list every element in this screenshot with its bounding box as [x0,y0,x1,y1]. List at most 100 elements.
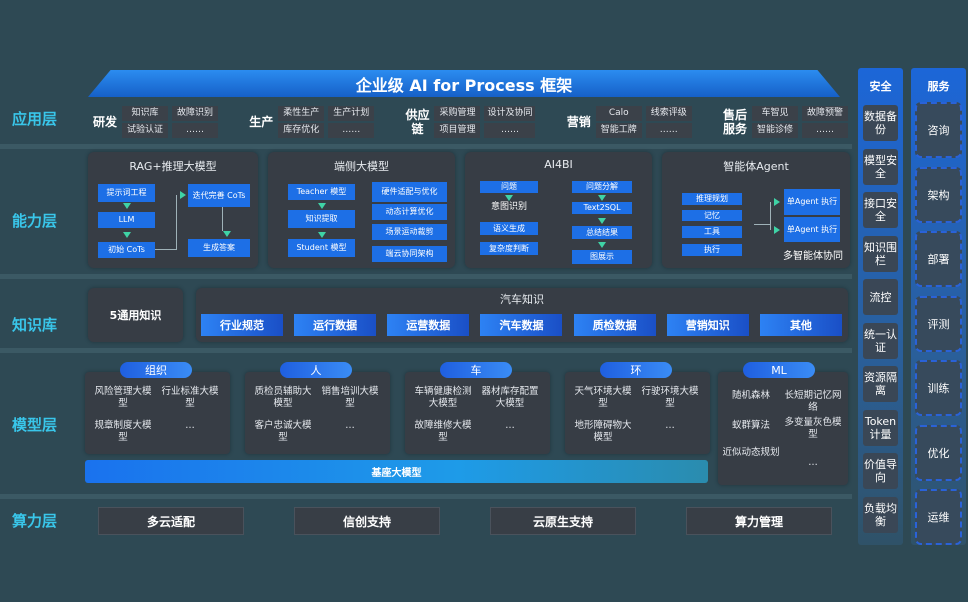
model-item: 车辆健康检测大模型 [414,386,472,409]
capability-step: 执行 [682,244,742,256]
app-item[interactable]: 库存优化 [278,123,325,138]
compute-item[interactable]: 多云适配 [98,507,244,535]
app-item[interactable]: 知识库 [122,106,168,121]
security-item[interactable]: 接口安全 [863,192,898,228]
app-item[interactable]: Calo [595,106,642,121]
compute-item[interactable]: 云原生支持 [490,507,636,535]
capability-step: 场景运动裁剪 [372,224,447,240]
app-group-items: 采购管理 设计及协同 项目管理…… [434,106,536,138]
capability-step: 问题分解 [572,181,632,193]
app-item[interactable]: 设计及协同 [484,106,536,121]
model-item: 长短期记忆网络 [784,390,842,413]
app-item[interactable]: …… [801,123,848,138]
model-item: 销售培训大模型 [321,386,379,409]
app-item[interactable]: 生产计划 [328,106,375,121]
capability-step: Text2SQL [572,202,632,214]
app-item[interactable]: 项目管理 [434,123,481,138]
security-item[interactable]: 模型安全 [863,148,898,185]
flow-arrow-icon [318,203,326,209]
model-item: 客户忠诚大模型 [254,420,312,443]
capability-step: 多智能体协同 [783,251,843,262]
capability-step: 迭代完善 CoTs [188,184,250,207]
security-item[interactable]: 资源隔离 [863,366,898,402]
capability-panel-title: RAG+推理大模型 [129,160,217,173]
security-column: 安全 数据备份 模型安全 接口安全 知识围栏 流控 统一认证 资源隔离 Token计量 价值导向负… [858,68,903,545]
model-group-panel: 天气环境大模型 行驶环境大模型 地形障碍物大模型… [565,372,710,454]
service-item[interactable]: 评测 [915,295,962,352]
service-item[interactable]: 训练 [915,360,962,416]
layer-label-compute: 算力层 [12,512,58,530]
knowledge-item[interactable]: 汽车数据 [480,314,563,336]
knowledge-item[interactable]: 营销知识 [666,314,749,336]
knowledge-item[interactable]: 质检数据 [573,314,656,336]
model-group-pill[interactable]: 组织 [120,362,192,378]
model-group-pill[interactable]: 环 [600,362,672,378]
model-item: … [505,420,515,431]
knowledge-item[interactable]: 运行数据 [294,314,377,336]
capability-step: 复杂度判断 [480,242,538,255]
security-item[interactable]: 价值导向 [863,453,898,489]
model-item: 随机森林 [731,390,770,401]
service-item[interactable]: 运维 [915,489,962,545]
security-item[interactable]: Token计量 [863,409,898,446]
app-item[interactable]: …… [328,123,375,138]
model-group-pill[interactable]: 车 [440,362,512,378]
app-item[interactable]: 车智见 [751,106,798,121]
capability-panel-title: 端侧大模型 [334,160,389,173]
knowledge-items: 行业规范 运行数据 运营数据 汽车数据 质检数据 营销知识 其他 [201,314,842,336]
app-group-items: 车智见 故障预警 智能诊修…… [751,106,848,138]
app-item[interactable]: 试验认证 [122,123,168,138]
app-item[interactable]: 故障识别 [172,106,218,121]
app-item[interactable]: 智能诊修 [751,123,798,138]
knowledge-item[interactable]: 行业规范 [201,314,283,336]
app-item[interactable]: 采购管理 [434,106,481,121]
security-item[interactable]: 统一认证 [863,322,898,359]
app-item[interactable]: …… [484,123,536,138]
app-group-label: 生产 [249,115,274,129]
layer-divider [0,144,852,149]
security-item[interactable]: 负载均衡 [863,496,898,533]
service-item[interactable]: 咨询 [915,102,962,158]
service-item[interactable]: 优化 [915,424,962,481]
app-item[interactable]: 线索评级 [645,106,692,121]
capability-step: 单Agent 执行 [784,217,840,242]
model-group-pill[interactable]: 人 [280,362,352,378]
capability-step: 问题 [480,181,538,193]
base-model-label: 基座大模型 [371,468,422,479]
compute-item[interactable]: 算力管理 [686,507,832,535]
app-item[interactable]: …… [645,123,692,138]
flow-arrow-icon [318,232,326,238]
flow-arrow-icon [180,191,186,199]
knowledge-item[interactable]: 运营数据 [387,314,470,336]
connector-line [155,249,177,250]
service-item[interactable]: 部署 [915,231,962,287]
capability-step: 知识提取 [288,210,355,228]
model-group-panel: 车辆健康检测大模型 器材库存配置大模型 故障维修大模型… [405,372,550,454]
app-item[interactable]: 智能工牌 [595,123,642,138]
service-item[interactable]: 架构 [915,166,962,223]
capability-panel-title: 智能体Agent [723,160,789,173]
capability-step: Teacher 模型 [288,184,355,200]
model-group-pill[interactable]: ML [743,362,815,378]
model-item: 地形障碍物大模型 [574,420,632,443]
capability-panel: RAG+推理大模型 提示词工程 LLM 初始 CoTs 迭代完善 CoTs 生成答案 [88,152,258,268]
app-group-label: 供应链 [405,108,430,136]
capability-step: 语义生成 [480,222,538,235]
app-item[interactable]: …… [172,123,218,138]
application-layer: 研发 知识库 故障识别 试验认证…… 生产 柔性生产 生产计划 库存优化…… 供应链 采购管理 设计… [92,104,848,140]
knowledge-item[interactable]: 其他 [759,314,842,336]
model-item: 故障维修大模型 [414,420,472,443]
layer-label-application: 应用层 [12,110,58,128]
flow-arrow-icon [598,218,606,224]
security-item[interactable]: 流控 [863,279,898,315]
layer-divider [0,494,852,499]
app-group: 供应链 采购管理 设计及协同 项目管理…… [404,104,536,140]
app-item[interactable]: 柔性生产 [278,106,325,121]
layer-label-knowledge: 知识库 [12,316,58,334]
app-group: 生产 柔性生产 生产计划 库存优化…… [248,104,375,140]
app-item[interactable]: 故障预警 [801,106,848,121]
model-group-panel: 风险管理大模型 行业标准大模型 规章制度大模型… [85,372,230,454]
compute-item[interactable]: 信创支持 [294,507,440,535]
security-item[interactable]: 知识围栏 [863,235,898,272]
security-item[interactable]: 数据备份 [863,105,898,141]
